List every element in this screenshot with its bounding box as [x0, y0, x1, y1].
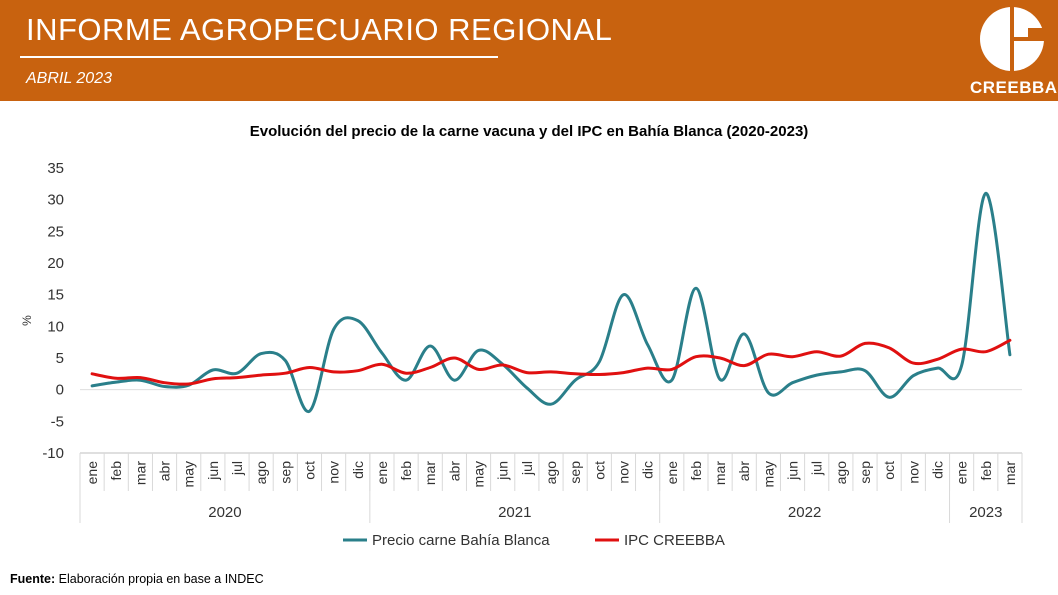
x-tick-label: sep	[567, 461, 583, 484]
year-label: 2021	[498, 504, 531, 521]
y-tick-label: 35	[47, 160, 64, 177]
x-tick-label: dic	[350, 461, 366, 479]
report-title: INFORME AGROPECUARIO REGIONAL	[26, 12, 613, 47]
year-label: 2023	[969, 504, 1002, 521]
x-tick-label: abr	[157, 461, 173, 482]
x-tick-label: feb	[398, 461, 414, 481]
x-tick-label: dic	[929, 461, 945, 479]
x-tick-label: jun	[785, 461, 801, 481]
x-tick-label: may	[471, 461, 487, 487]
y-axis-label: %	[20, 315, 34, 326]
x-tick-label: ago	[543, 461, 559, 485]
legend-label: Precio carne Bahía Blanca	[372, 532, 550, 549]
x-tick-label: jul	[809, 461, 825, 476]
x-tick-label: jun	[205, 461, 221, 481]
x-tick-label: oct	[591, 461, 607, 480]
x-tick-label: sep	[857, 461, 873, 484]
x-tick-label: ene	[954, 461, 970, 485]
x-tick-label: mar	[422, 461, 438, 485]
report-header: INFORME AGROPECUARIO REGIONAL ABRIL 2023…	[0, 0, 1058, 101]
y-tick-label: 30	[47, 192, 64, 209]
report-date: ABRIL 2023	[26, 70, 112, 87]
source-text: Elaboración propia en base a INDEC	[58, 572, 264, 586]
x-tick-label: sep	[277, 461, 293, 484]
x-tick-label: jul	[229, 461, 245, 476]
source-label: Fuente:	[10, 572, 56, 586]
x-tick-label: abr	[736, 461, 752, 482]
creebba-logo-icon	[980, 7, 1048, 71]
creebba-logo: CREEBBA	[970, 4, 1058, 100]
x-tick-label: mar	[712, 461, 728, 485]
y-tick-label: -10	[42, 445, 64, 462]
x-tick-label: oct	[301, 461, 317, 480]
chart-title: Evolución del precio de la carne vacuna …	[249, 123, 809, 140]
y-tick-label: 10	[47, 318, 64, 335]
x-tick-label: ene	[84, 461, 100, 485]
y-tick-label: 25	[47, 223, 64, 240]
header-divider	[20, 56, 498, 58]
x-tick-label: ago	[833, 461, 849, 485]
logo-text: CREEBBA	[970, 78, 1058, 97]
x-tick-label: may	[760, 461, 776, 487]
x-tick-label: jul	[519, 461, 535, 476]
x-tick-label: feb	[108, 461, 124, 481]
x-tick-label: feb	[688, 461, 704, 481]
x-tick-label: abr	[446, 461, 462, 482]
x-tick-label: ene	[664, 461, 680, 485]
x-tick-label: ago	[253, 461, 269, 485]
source-note: Fuente: Elaboración propia en base a IND…	[10, 572, 264, 586]
x-tick-label: oct	[881, 461, 897, 480]
year-label: 2022	[788, 504, 821, 521]
y-tick-label: 15	[47, 287, 64, 304]
x-tick-label: jun	[495, 461, 511, 481]
series-line-2	[90, 338, 1012, 386]
x-tick-label: feb	[978, 461, 994, 481]
legend-label: IPC CREEBBA	[624, 532, 725, 549]
x-tick-label: ene	[374, 461, 390, 485]
x-tick-label: dic	[640, 461, 656, 479]
x-tick-label: nov	[615, 461, 631, 484]
x-tick-label: may	[181, 461, 197, 487]
y-tick-label: -5	[51, 413, 64, 430]
x-tick-label: mar	[1002, 461, 1018, 485]
x-tick-label: nov	[905, 461, 921, 484]
year-label: 2020	[208, 504, 241, 521]
series-line-1	[90, 191, 1012, 413]
x-tick-label: mar	[132, 461, 148, 485]
y-tick-label: 20	[47, 255, 64, 272]
y-tick-label: 0	[56, 382, 64, 399]
x-tick-label: nov	[326, 461, 342, 484]
y-tick-label: 5	[56, 350, 64, 367]
